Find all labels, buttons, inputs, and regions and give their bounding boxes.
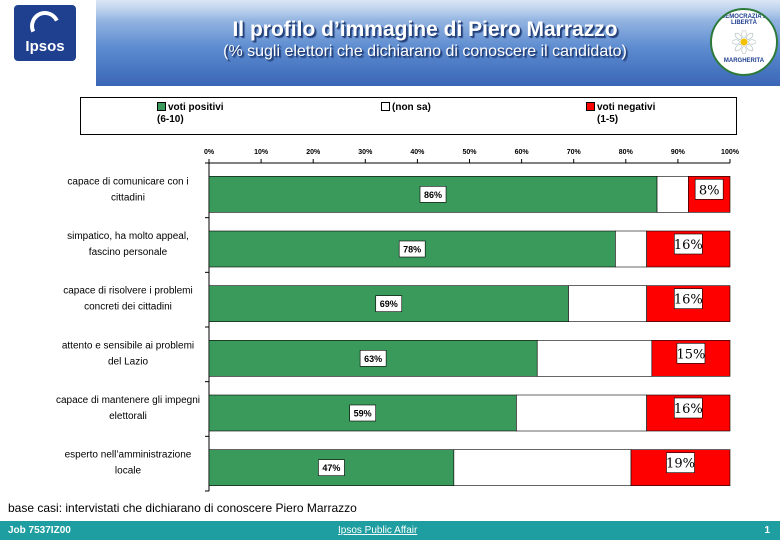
legend-label-positive: voti positivi [168, 102, 224, 113]
chart-legend: voti positivi (6-10) (non sa) voti negat… [80, 97, 737, 135]
data-label-box-negative [666, 452, 695, 473]
category-label: esperto nell’amministrazione [65, 450, 192, 461]
x-tick-label: 90% [671, 149, 686, 156]
data-label-positive: 78% [403, 245, 421, 255]
slide-title: Il profilo d’immagine di Piero Marrazzo [232, 18, 618, 41]
x-tick-label: 60% [515, 149, 530, 156]
footer-link-ipsos[interactable]: Ipsos Public Affair [338, 525, 418, 536]
data-label-box-negative [694, 179, 724, 200]
data-label-positive: 59% [354, 409, 372, 419]
x-tick-label: 40% [410, 149, 425, 156]
bar-unknown [615, 230, 647, 268]
legend-label-negative: voti negativi [597, 102, 656, 113]
margherita-logo: DEMOCRAZIA È LIBERTÀ MARGHERITA [710, 8, 778, 76]
data-label-box-negative [674, 233, 703, 255]
x-tick-label: 0% [204, 149, 215, 156]
data-label-negative: 16% [674, 402, 703, 417]
ipsos-logo-area: Ipsos [0, 0, 96, 86]
legend-swatch-positive [157, 101, 166, 111]
header-shine [0, 0, 780, 20]
margherita-logo-top-text: DEMOCRAZIA È LIBERTÀ [720, 14, 768, 26]
data-label-negative: 16% [674, 238, 703, 253]
data-label-positive: 63% [364, 354, 382, 364]
slide-subtitle: (% sugli elettori che dichiarano di cono… [223, 43, 627, 60]
x-tick-label: 70% [567, 149, 582, 156]
ipsos-logo-text: Ipsos [25, 38, 65, 55]
x-tick-label: 20% [306, 149, 321, 156]
x-tick-label: 50% [462, 149, 477, 156]
data-label-positive: 86% [424, 190, 442, 200]
data-label-box-positive [359, 350, 387, 367]
data-label-box-negative [674, 397, 703, 419]
category-label: capace di mantenere gli impegni [56, 395, 200, 406]
data-label-negative: 8% [699, 183, 720, 198]
data-label-box-negative [674, 288, 703, 309]
data-label-box-positive [398, 240, 426, 258]
legend-item-negative: voti negativi (1-5) [586, 101, 656, 126]
footer-job-code: Job 7537IZ00 [8, 525, 71, 536]
category-label: concreti dei cittadini [84, 302, 172, 313]
bar-unknown [536, 340, 653, 377]
x-tick-label: 100% [721, 149, 740, 156]
category-label: del Lazio [108, 356, 148, 367]
data-label-box-positive [318, 459, 345, 476]
legend-label-unknown: (non sa) [392, 102, 431, 113]
legend-item-positive: voti positivi (6-10) [157, 101, 224, 126]
data-label-box-positive [349, 404, 376, 422]
data-label-positive: 47% [322, 463, 340, 473]
slide-footer: Job 7537IZ00 Ipsos Public Affair 1 [0, 521, 780, 540]
daisy-icon [732, 30, 756, 54]
legend-swatch-negative [586, 101, 595, 111]
margherita-logo-bottom-text: MARGHERITA [723, 58, 765, 64]
x-tick-label: 30% [358, 149, 373, 156]
slide-header: Ipsos Il profilo d’immagine di Piero Mar… [0, 0, 780, 86]
legend-sublabel-positive: (6-10) [157, 114, 184, 125]
legend-sublabel-negative: (1-5) [597, 114, 619, 125]
bar-unknown [656, 176, 689, 213]
data-label-box-positive [419, 186, 447, 203]
legend-item-unknown: (non sa) [381, 101, 431, 114]
legend-swatch-unknown [381, 101, 390, 111]
data-label-positive: 69% [380, 299, 398, 309]
data-label-negative: 15% [676, 347, 705, 362]
x-tick-label: 10% [254, 149, 269, 156]
footer-page-number: 1 [764, 525, 770, 536]
data-label-box-positive [375, 295, 403, 312]
data-label-negative: 19% [666, 457, 695, 472]
bar-unknown [453, 449, 632, 486]
data-label-box-negative [676, 343, 706, 364]
x-tick-label: 80% [619, 149, 634, 156]
category-label: locale [115, 466, 142, 477]
category-label: simpatico, ha molto appeal, [67, 231, 189, 242]
bar-unknown [568, 285, 647, 322]
category-label: capace di risolvere i problemi [63, 286, 193, 297]
category-label: capace di comunicare con i [67, 176, 188, 187]
data-label-negative: 16% [674, 293, 703, 308]
ipsos-logo: Ipsos [14, 5, 76, 61]
bar-unknown [516, 394, 647, 432]
category-label: attento e sensibile ai problemi [62, 340, 194, 351]
category-label: fascino personale [89, 247, 168, 258]
category-label: elettorali [109, 411, 147, 422]
category-label: cittadini [111, 192, 145, 203]
footnote: base casi: intervistati che dichiarano d… [8, 501, 357, 515]
